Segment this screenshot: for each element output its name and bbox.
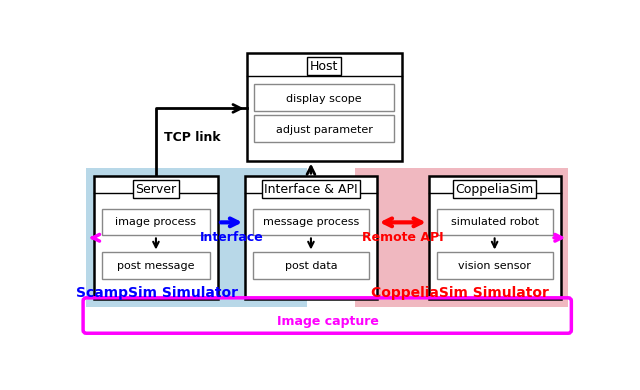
Text: image process: image process: [115, 217, 196, 227]
Bar: [245, 176, 377, 300]
Text: Interface: Interface: [200, 231, 264, 244]
Text: ScampSim Simulator: ScampSim Simulator: [77, 286, 239, 300]
Bar: [254, 84, 394, 111]
Text: Server: Server: [136, 183, 177, 196]
Bar: [436, 252, 553, 279]
Bar: [246, 53, 402, 161]
Text: Interface & API: Interface & API: [264, 183, 358, 196]
Text: CoppeliaSim: CoppeliaSim: [456, 183, 534, 196]
Text: Host: Host: [310, 60, 339, 73]
Text: TCP link: TCP link: [164, 131, 221, 144]
Text: message process: message process: [263, 217, 359, 227]
Bar: [86, 168, 307, 307]
Text: post data: post data: [285, 261, 337, 271]
Bar: [253, 209, 369, 236]
Bar: [429, 176, 561, 300]
Bar: [102, 252, 210, 279]
Bar: [254, 115, 394, 142]
Bar: [102, 209, 210, 236]
Text: adjust parameter: adjust parameter: [276, 125, 372, 135]
Bar: [436, 209, 553, 236]
Text: display scope: display scope: [286, 94, 362, 104]
Text: vision sensor: vision sensor: [458, 261, 531, 271]
Text: Remote API: Remote API: [362, 231, 444, 244]
Text: Image capture: Image capture: [277, 315, 379, 328]
Text: post message: post message: [117, 261, 195, 271]
Bar: [94, 176, 218, 300]
Bar: [355, 168, 568, 307]
Text: simulated robot: simulated robot: [451, 217, 539, 227]
Bar: [253, 252, 369, 279]
Text: CoppeliaSim Simulator: CoppeliaSim Simulator: [371, 286, 548, 300]
